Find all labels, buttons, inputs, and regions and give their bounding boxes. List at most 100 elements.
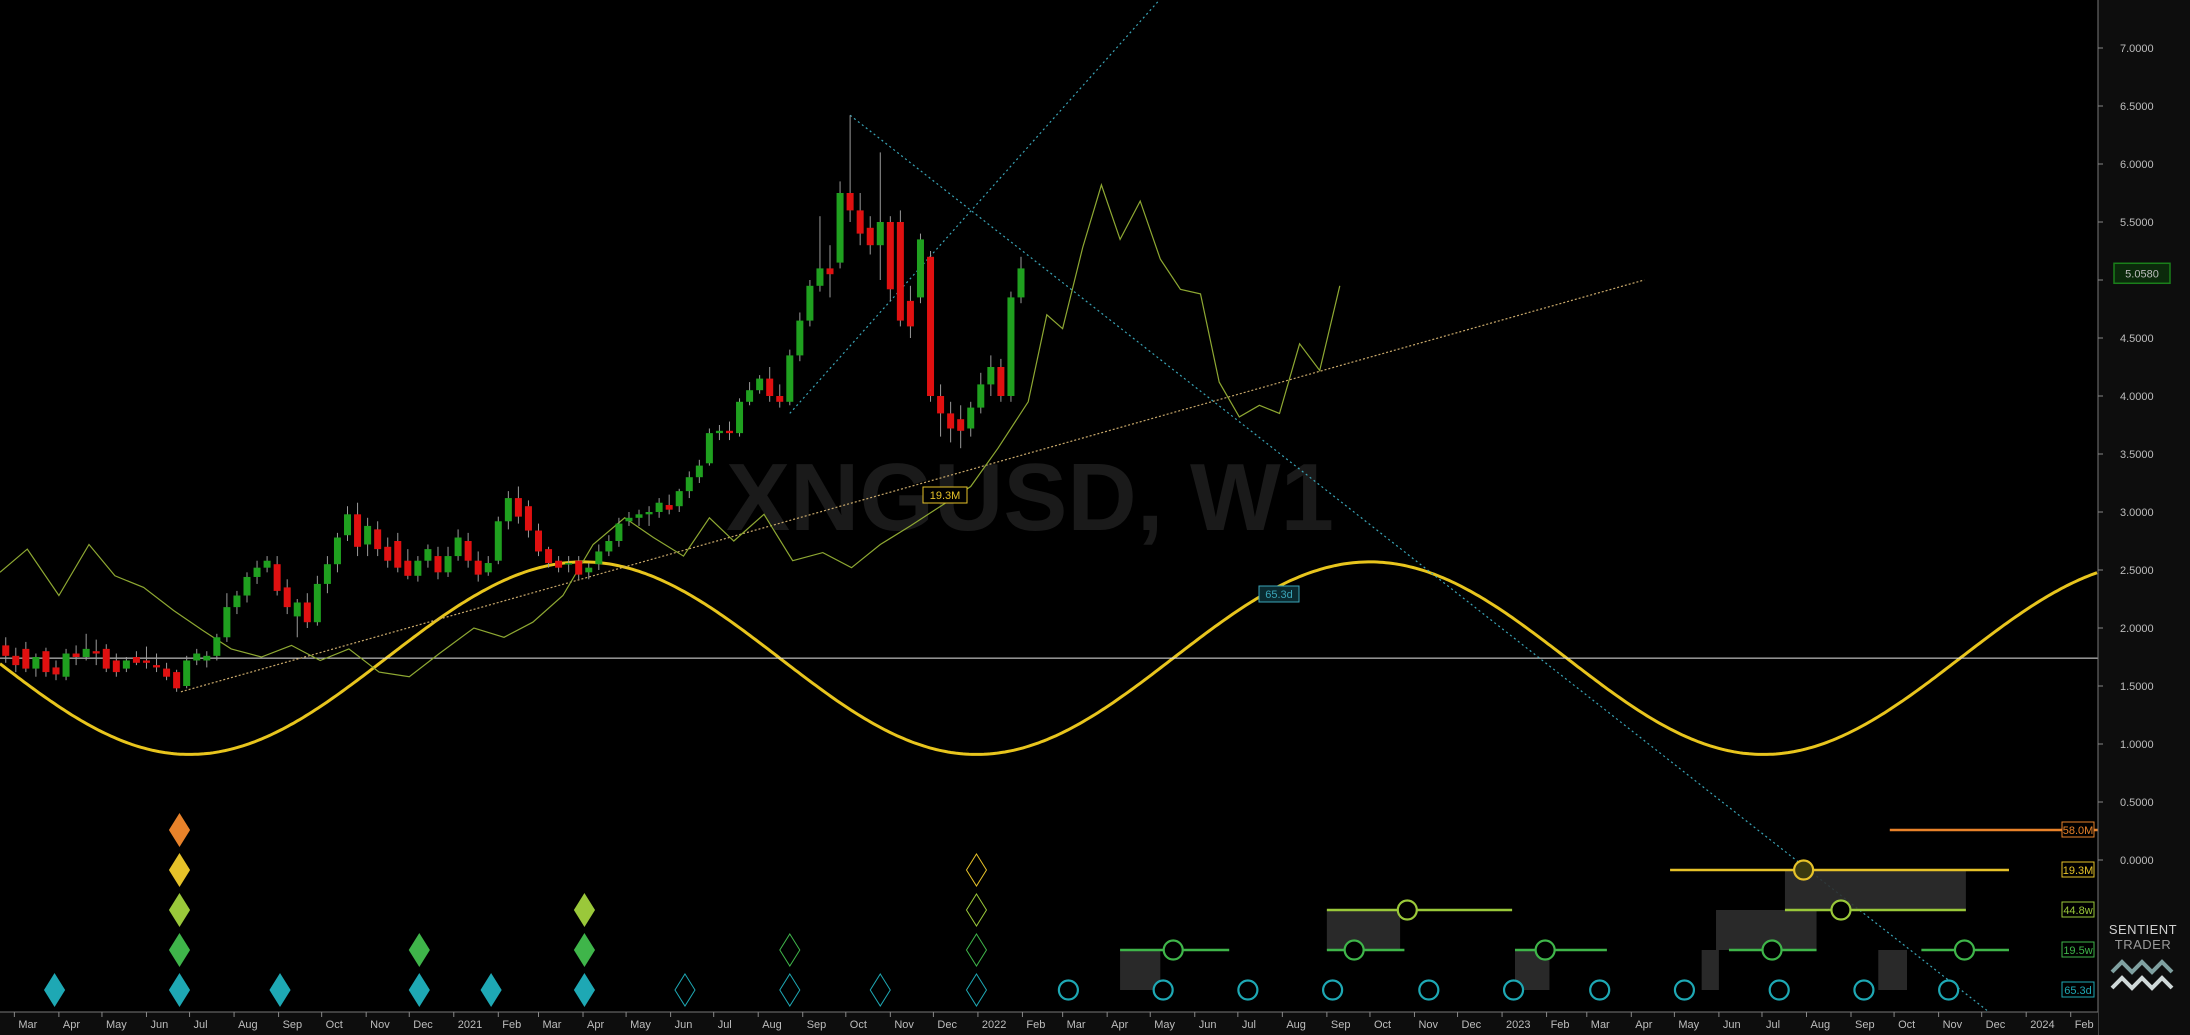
candle [524,500,532,538]
candle-body [253,567,261,577]
y-tick-label: 3.0000 [2120,507,2154,519]
candle [193,648,201,666]
x-tick-label: Nov [1943,1019,1963,1031]
candle-body [213,637,221,656]
candle-body [112,660,120,673]
cycle-level-tag-label: 65.3d [2064,985,2092,997]
candle-body [183,660,191,686]
candle-body [675,491,683,507]
candle [705,428,713,466]
candle [354,502,362,557]
cycle-diamond-19-5w [408,933,430,967]
candle [856,193,864,246]
candle-body [746,390,754,402]
y-tick-label: 7.0000 [2120,43,2154,55]
candle [183,655,191,689]
candle [786,349,794,406]
time-axis-background [0,1012,2098,1035]
cycle-diamond-44-8w [965,893,988,927]
cycle-diamond-19-5w [965,933,988,967]
candle [555,556,563,573]
current-price-label: 5.0580 [2125,268,2159,280]
candle-body [625,517,633,522]
cycle-level-tag: 19.3M [2061,861,2095,878]
candle [756,375,764,394]
candle-body [776,396,784,402]
candle [323,556,331,594]
x-tick-label: Feb [1026,1019,1045,1031]
cycle-diamond-65-3d [779,973,801,1007]
x-tick-label: Aug [762,1019,782,1031]
x-tick-label: Aug [238,1019,258,1031]
x-tick-label: 2022 [982,1019,1006,1031]
candle [977,372,985,414]
candle [937,384,945,437]
candle-body [444,556,452,573]
candle [906,285,914,338]
x-tick-label: 2024 [2030,1019,2054,1031]
candle-body [394,541,402,568]
candle [263,556,271,573]
cycle-diamond-19-5w [779,933,801,967]
trendline [789,0,1161,414]
x-tick-label: Oct [850,1019,867,1031]
x-tick-label: Jun [675,1019,693,1031]
candle [836,181,844,269]
x-tick-label: Dec [1986,1019,2006,1031]
x-tick-label: Nov [894,1019,914,1031]
candle [806,280,814,327]
candle-body [122,660,130,669]
y-tick-label: 5.5000 [2120,217,2154,229]
cycle-level-tag: 65.3d [2061,981,2095,998]
candle-body [52,667,60,675]
cycle-level-tag-frame [2061,941,2095,958]
y-tick-label: 6.5000 [2120,101,2154,113]
candle [645,506,653,526]
candle-body [414,560,422,576]
candle [233,590,241,615]
candle-body [283,587,291,608]
candle-body [364,525,372,545]
candle-body [263,560,271,568]
x-tick-label: May [630,1019,651,1031]
y-tick-label: 3.5000 [2120,449,2154,461]
cycle-level-tag: 19.5w [2061,941,2095,958]
candle [665,494,673,515]
x-tick-label: May [106,1019,127,1031]
candle-body [173,672,181,689]
candle-body [725,430,733,434]
candle [1017,256,1025,304]
candle [826,245,834,298]
y-tick-label: 2.5000 [2120,565,2154,577]
x-tick-label: May [1154,1019,1175,1031]
candle [1007,291,1015,402]
candle-body [142,660,150,663]
candle [293,599,301,638]
candle [283,579,291,615]
candle-body [635,514,643,518]
candle [595,544,603,570]
x-tick-label: Jun [1199,1019,1217,1031]
y-tick-label: 0.0000 [2120,855,2154,867]
candle [303,593,311,628]
candle [746,382,754,406]
candle [213,633,221,661]
candle-body [82,648,90,657]
cycle-level-tag-frame [2061,901,2095,918]
candle [32,653,40,677]
cycle-circle-65-3d [1237,979,1259,1001]
candle-body [665,505,673,510]
candle [102,644,110,673]
candle [243,572,251,603]
candle-body [756,378,764,391]
candle-body [374,529,382,550]
candle-body [32,657,40,669]
cycle-diamond-65-3d [480,973,502,1007]
candle-body [535,530,543,552]
candle-body [836,193,844,263]
x-tick-label: Apr [1635,1019,1652,1031]
candle-body [313,583,321,623]
y-tick-label: 0.5000 [2120,797,2154,809]
candle-body [695,465,703,478]
